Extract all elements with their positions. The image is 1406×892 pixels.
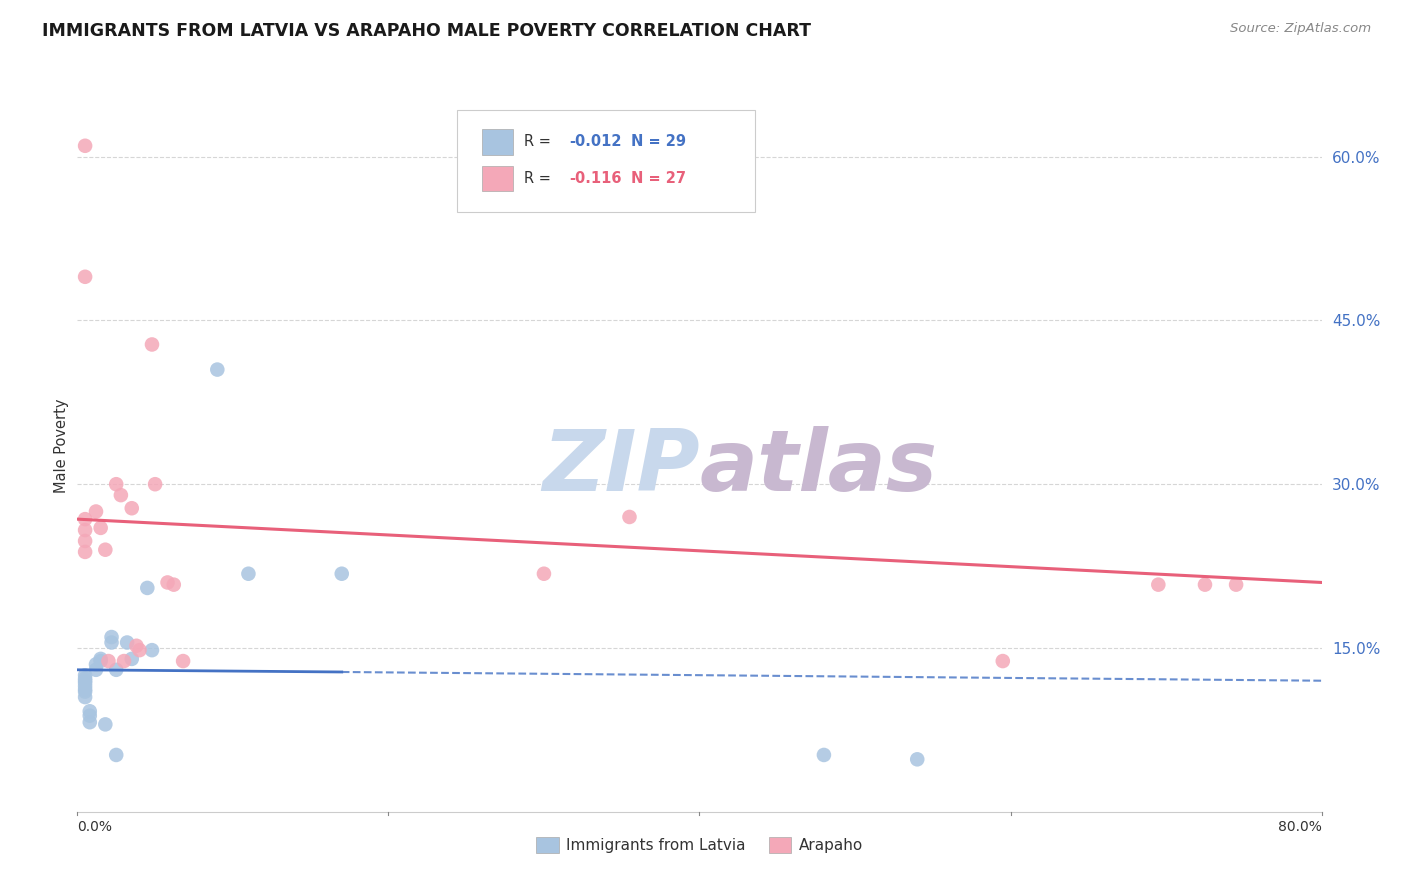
Point [84, 657, 107, 672]
Point [75, 676, 97, 690]
Point [121, 501, 143, 516]
Point [125, 639, 148, 653]
Point [141, 643, 163, 657]
Point [75, 545, 97, 559]
Point [90, 652, 112, 666]
Point [84, 663, 107, 677]
Point [128, 643, 150, 657]
Point [143, 477, 166, 491]
Point [84, 504, 107, 518]
Text: 80.0%: 80.0% [1278, 821, 1322, 835]
Y-axis label: Male Poverty: Male Poverty [53, 399, 69, 493]
Point [115, 635, 138, 649]
Point [75, 690, 97, 704]
Point [75, 668, 97, 682]
Text: -0.116: -0.116 [569, 170, 621, 186]
Point [75, 673, 97, 688]
Point [75, 512, 97, 526]
Text: IMMIGRANTS FROM LATVIA VS ARAPAHO MALE POVERTY CORRELATION CHART: IMMIGRANTS FROM LATVIA VS ARAPAHO MALE P… [42, 22, 811, 40]
Point [90, 521, 112, 535]
Text: R =: R = [524, 170, 560, 186]
Bar [482, 129, 513, 155]
Point [1225, 577, 1247, 591]
Point [172, 654, 194, 668]
Point [141, 337, 163, 351]
Point [75, 684, 97, 698]
Point [75, 269, 97, 284]
Point [100, 630, 122, 644]
Point [1194, 577, 1216, 591]
Point [75, 682, 97, 697]
Text: -0.012: -0.012 [569, 134, 621, 149]
Point [94, 542, 117, 557]
Point [105, 747, 128, 762]
Text: Source: ZipAtlas.com: Source: ZipAtlas.com [1230, 22, 1371, 36]
Point [75, 533, 97, 548]
Point [813, 747, 835, 762]
Point [94, 717, 117, 731]
Point [100, 635, 122, 649]
Point [238, 566, 260, 581]
Text: 0.0%: 0.0% [77, 821, 112, 835]
Point [75, 138, 97, 153]
Point [619, 510, 641, 524]
Point [90, 654, 112, 668]
Point [163, 577, 186, 591]
Point [905, 752, 928, 766]
Legend: Immigrants from Latvia, Arapaho: Immigrants from Latvia, Arapaho [530, 830, 869, 859]
Point [75, 679, 97, 693]
Point [1147, 577, 1170, 591]
Point [136, 581, 159, 595]
Bar [482, 166, 513, 192]
Point [105, 477, 128, 491]
Point [533, 566, 555, 581]
Point [79, 715, 101, 730]
Text: R =: R = [524, 134, 555, 149]
Point [991, 654, 1014, 668]
Point [79, 708, 101, 723]
Text: atlas: atlas [700, 426, 938, 509]
Point [105, 663, 128, 677]
Point [112, 654, 135, 668]
Point [97, 654, 120, 668]
Point [110, 488, 132, 502]
Text: ZIP: ZIP [541, 426, 700, 509]
Point [75, 523, 97, 537]
Text: N = 29: N = 29 [631, 134, 686, 149]
Point [75, 672, 97, 686]
Point [121, 652, 143, 666]
Point [79, 704, 101, 718]
Point [156, 575, 179, 590]
Point [330, 566, 353, 581]
FancyBboxPatch shape [457, 110, 755, 212]
Text: N = 27: N = 27 [631, 170, 686, 186]
Point [207, 362, 229, 376]
